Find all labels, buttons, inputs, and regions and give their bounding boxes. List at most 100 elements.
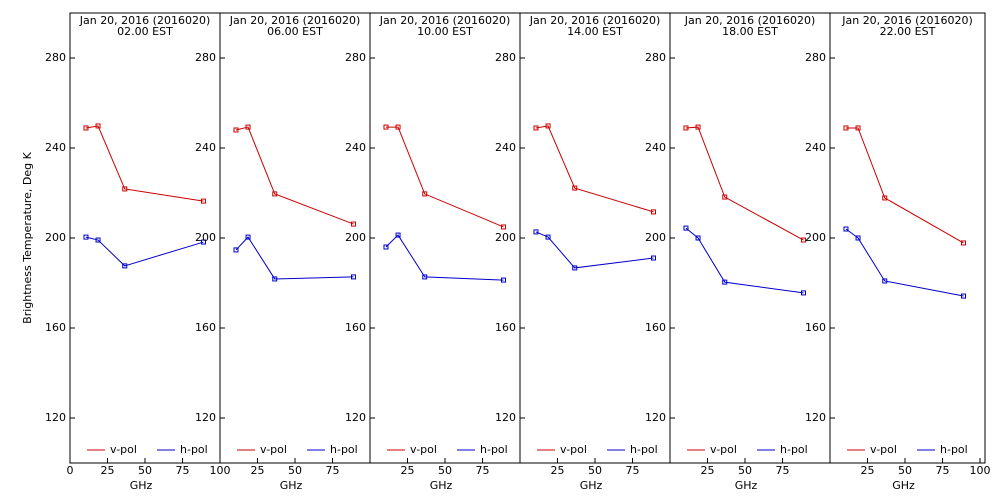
series-line xyxy=(845,228,964,297)
y-tick-label: 280 xyxy=(195,51,216,64)
point-marker xyxy=(801,290,806,296)
point-marker xyxy=(961,240,966,246)
point-marker xyxy=(95,237,101,243)
point-marker xyxy=(95,123,101,129)
x-tick-label: 50 xyxy=(288,464,302,477)
panel-frame xyxy=(829,12,986,464)
point-marker xyxy=(683,125,689,131)
point-marker xyxy=(122,186,128,192)
panel-subtitle: 18.00 EST xyxy=(722,25,778,38)
point-marker xyxy=(245,234,251,240)
panel-title: Jan 20, 2016 (2016020) xyxy=(684,14,816,27)
series-line xyxy=(385,126,504,228)
x-tick-label: 25 xyxy=(251,464,265,477)
point-marker xyxy=(395,232,401,238)
y-tick-label: 200 xyxy=(645,231,666,244)
point-marker xyxy=(383,124,389,130)
series-line xyxy=(235,236,354,280)
y-tick-label: 240 xyxy=(805,141,826,154)
point-marker xyxy=(201,239,206,245)
x-tick-label: 50 xyxy=(898,464,912,477)
point-marker xyxy=(383,244,389,250)
panel-subtitle: 06.00 EST xyxy=(267,25,323,38)
y-tick-label: 280 xyxy=(645,51,666,64)
point-marker xyxy=(855,235,861,241)
point-marker xyxy=(351,274,356,280)
y-tick-label: 200 xyxy=(45,231,66,244)
x-tick-label: 75 xyxy=(776,464,790,477)
panel-subtitle: 10.00 EST xyxy=(417,25,473,38)
series-line xyxy=(845,127,964,244)
legend-label: v-pol xyxy=(410,443,437,456)
point-marker xyxy=(533,229,539,235)
y-tick-label: 160 xyxy=(495,321,516,334)
point-marker xyxy=(122,263,128,269)
y-tick-label: 240 xyxy=(45,141,66,154)
y-tick-label: 160 xyxy=(645,321,666,334)
point-marker xyxy=(272,276,278,282)
point-marker xyxy=(83,234,89,240)
y-tick-label: 160 xyxy=(345,321,366,334)
point-marker xyxy=(651,255,656,261)
point-marker xyxy=(501,277,506,283)
panel-subtitle: 22.00 EST xyxy=(880,25,936,38)
y-tick-label: 200 xyxy=(195,231,216,244)
point-marker xyxy=(395,124,401,130)
point-marker xyxy=(572,185,578,191)
y-tick-label: 240 xyxy=(195,141,216,154)
y-tick-label: 240 xyxy=(345,141,366,154)
legend-label: h-pol xyxy=(630,443,658,456)
y-tick-label: 120 xyxy=(195,411,216,424)
y-axis-label: Brightness Temperature, Deg K xyxy=(21,151,34,323)
point-marker xyxy=(422,274,428,280)
y-tick-label: 120 xyxy=(45,411,66,424)
point-marker xyxy=(843,226,849,232)
panel-frame xyxy=(519,12,671,464)
series-line xyxy=(385,234,504,281)
x-tick-label: 25 xyxy=(861,464,875,477)
series-line xyxy=(85,236,204,267)
panel-title: Jan 20, 2016 (2016020) xyxy=(529,14,661,27)
panel-title: Jan 20, 2016 (2016020) xyxy=(841,14,973,27)
x-axis-label: GHz xyxy=(892,479,915,492)
x-tick-label: 25 xyxy=(101,464,115,477)
x-tick-label: 50 xyxy=(438,464,452,477)
x-tick-label: 75 xyxy=(176,464,190,477)
legend-label: v-pol xyxy=(710,443,737,456)
y-tick-label: 160 xyxy=(45,321,66,334)
x-axis-label: GHz xyxy=(580,479,603,492)
x-tick-label: 100 xyxy=(210,464,231,477)
point-marker xyxy=(272,191,278,197)
y-tick-label: 280 xyxy=(805,51,826,64)
point-marker xyxy=(843,125,849,131)
series-line xyxy=(85,125,204,202)
point-marker xyxy=(351,221,356,227)
panel-title: Jan 20, 2016 (2016020) xyxy=(379,14,511,27)
point-marker xyxy=(83,125,89,131)
x-tick-label: 100 xyxy=(970,464,991,477)
x-tick-label: 75 xyxy=(476,464,490,477)
legend-label: v-pol xyxy=(560,443,587,456)
y-tick-label: 240 xyxy=(495,141,516,154)
series-line xyxy=(535,125,654,213)
y-tick-label: 160 xyxy=(805,321,826,334)
panel-title: Jan 20, 2016 (2016020) xyxy=(79,14,211,27)
y-tick-label: 280 xyxy=(45,51,66,64)
point-marker xyxy=(545,234,551,240)
legend-label: h-pol xyxy=(940,443,968,456)
point-marker xyxy=(695,235,701,241)
y-tick-label: 240 xyxy=(645,141,666,154)
y-tick-label: 120 xyxy=(805,411,826,424)
point-marker xyxy=(801,237,806,243)
point-marker xyxy=(533,125,539,131)
panel-title: Jan 20, 2016 (2016020) xyxy=(229,14,361,27)
y-tick-label: 160 xyxy=(195,321,216,334)
point-marker xyxy=(233,127,239,133)
point-marker xyxy=(961,293,966,299)
x-tick-label: 50 xyxy=(138,464,152,477)
y-tick-label: 280 xyxy=(495,51,516,64)
point-marker xyxy=(501,224,506,230)
x-axis-label: GHz xyxy=(735,479,758,492)
